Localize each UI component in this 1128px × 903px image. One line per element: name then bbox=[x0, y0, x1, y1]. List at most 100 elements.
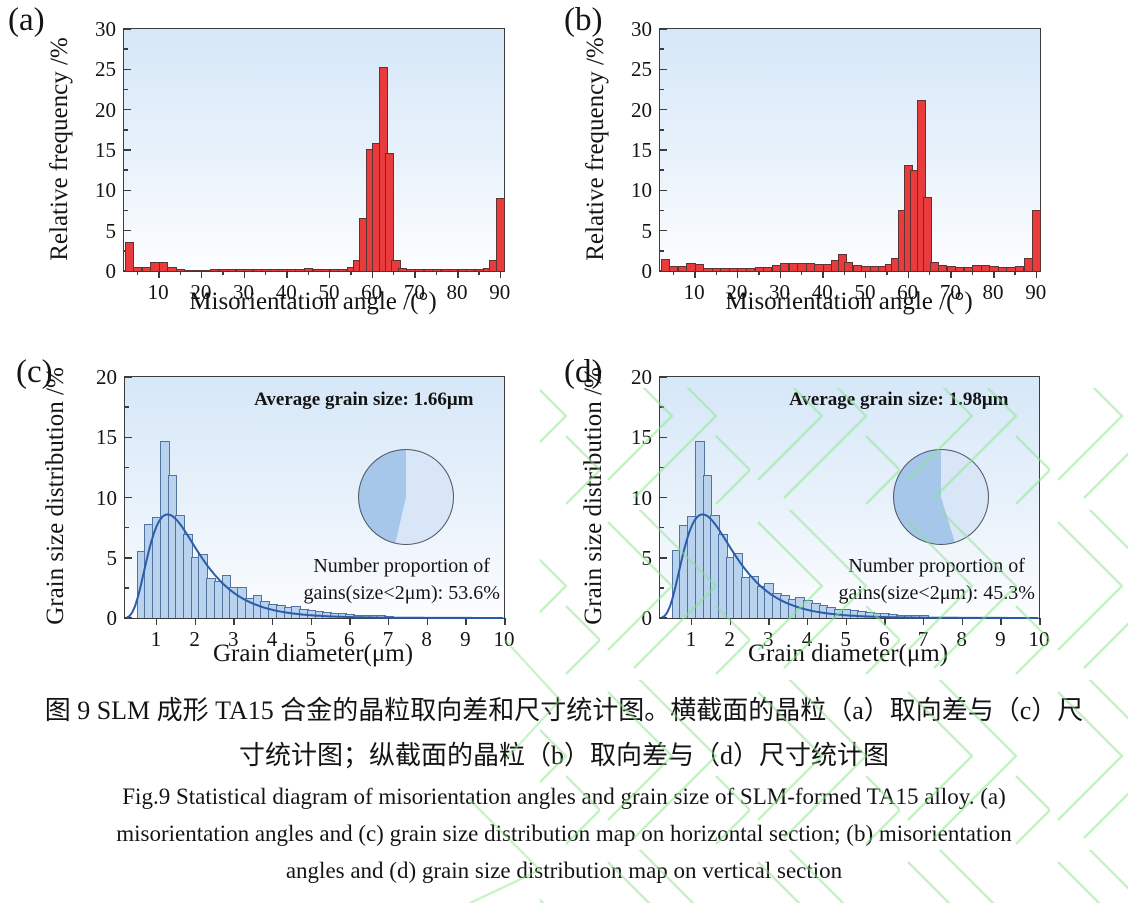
y-minor-tick bbox=[124, 88, 128, 91]
x-tick bbox=[310, 618, 313, 625]
x-tick bbox=[845, 618, 848, 625]
y-minor-tick bbox=[660, 169, 664, 171]
y-tick bbox=[124, 229, 131, 232]
x-minor-tick bbox=[478, 271, 480, 275]
panel-label-d: (d) bbox=[564, 354, 603, 390]
x-minor-tick bbox=[843, 271, 846, 275]
average-grain-size-label: Average grain size: 1.98μm bbox=[789, 389, 1009, 410]
y-tick-label: 0 bbox=[105, 259, 117, 283]
y-tick-label: 5 bbox=[641, 218, 653, 243]
y-tick bbox=[125, 496, 132, 499]
histogram-bar bbox=[1032, 209, 1042, 271]
x-tick-label: 6 bbox=[344, 627, 355, 651]
x-tick bbox=[779, 271, 782, 278]
caption-english-line3: angles and (d) grain size distribution m… bbox=[285, 858, 843, 883]
x-minor-tick bbox=[928, 271, 931, 275]
y-tick bbox=[125, 617, 132, 619]
caption-english-line2: misorientation angles and (c) grain size… bbox=[116, 821, 1012, 846]
y-tick bbox=[124, 28, 131, 30]
x-minor-tick bbox=[264, 271, 267, 275]
x-minor-tick bbox=[392, 271, 395, 275]
x-axis-title: Misorientation angle /(°) bbox=[725, 288, 973, 315]
histogram-bar bbox=[158, 261, 169, 271]
x-tick-label: 70 bbox=[939, 280, 961, 304]
y-tick-label: 5 bbox=[641, 545, 653, 570]
x-tick bbox=[694, 271, 696, 278]
x-tick-label: 90 bbox=[489, 280, 511, 304]
x-tick-label: 1 bbox=[150, 627, 162, 651]
y-minor-tick bbox=[125, 587, 129, 589]
x-tick bbox=[961, 618, 964, 625]
x-minor-tick bbox=[758, 271, 760, 275]
y-tick bbox=[660, 189, 667, 192]
x-tick bbox=[993, 271, 995, 278]
y-tick bbox=[660, 149, 667, 151]
y-tick bbox=[660, 270, 667, 272]
x-tick bbox=[806, 618, 809, 625]
y-tick-label: 20 bbox=[631, 97, 652, 122]
x-tick bbox=[271, 618, 274, 625]
y-tick-label: 5 bbox=[105, 218, 117, 243]
x-tick bbox=[950, 271, 952, 278]
y-tick-label: 15 bbox=[631, 138, 652, 162]
y-tick bbox=[124, 108, 131, 111]
x-tick-label: 10 bbox=[1028, 627, 1050, 651]
y-tick-label: 30 bbox=[631, 17, 652, 41]
y-tick-label: 0 bbox=[641, 606, 653, 630]
y-minor-tick bbox=[125, 466, 129, 469]
x-tick bbox=[1000, 618, 1002, 625]
x-minor-tick bbox=[136, 271, 139, 275]
y-tick bbox=[660, 229, 667, 232]
caption-chinese-line2: 寸统计图；纵截面的晶粒（b）取向差与（d）尺寸统计图 bbox=[238, 741, 889, 770]
x-tick-label: 40 bbox=[811, 280, 833, 304]
y-tick bbox=[660, 68, 667, 71]
x-tick bbox=[387, 618, 390, 625]
caption-english-line1: Fig.9 Statistical diagram of misorientat… bbox=[122, 784, 1006, 809]
x-tick bbox=[465, 618, 467, 625]
x-tick bbox=[504, 618, 506, 625]
y-minor-tick bbox=[660, 129, 664, 131]
number-proportion-label: Number proportion of gains(size<2μm): 53… bbox=[277, 553, 527, 607]
x-tick-label: 60 bbox=[897, 280, 919, 304]
lognormal-fit-curve bbox=[126, 513, 504, 619]
y-tick bbox=[124, 68, 131, 71]
y-tick-label: 10 bbox=[96, 485, 117, 510]
y-minor-tick bbox=[125, 526, 129, 529]
x-tick bbox=[328, 271, 331, 278]
x-minor-tick bbox=[672, 271, 675, 275]
y-tick bbox=[660, 28, 667, 30]
x-tick bbox=[864, 271, 867, 278]
y-minor-tick bbox=[124, 209, 128, 212]
x-axis-title: Grain diameter(μm) bbox=[747, 640, 949, 667]
histogram-bar bbox=[391, 259, 401, 271]
x-tick-label: 9 bbox=[460, 627, 471, 651]
x-tick-label: 1 bbox=[685, 627, 697, 651]
y-tick-label: 30 bbox=[95, 17, 116, 41]
y-tick-label: 10 bbox=[631, 485, 652, 510]
panel-c: (c) Grain size distribution /% Average g… bbox=[0, 340, 564, 680]
y-tick-label: 0 bbox=[106, 606, 118, 630]
x-tick-label: 80 bbox=[982, 280, 1004, 304]
x-tick-label: 20 bbox=[190, 280, 212, 304]
x-tick-label: 20 bbox=[726, 280, 748, 304]
y-minor-tick bbox=[660, 250, 664, 252]
x-tick bbox=[158, 271, 160, 278]
x-tick bbox=[286, 271, 288, 278]
x-tick-label: 2 bbox=[189, 627, 200, 651]
x-axis-title: Misorientation angle /(°) bbox=[189, 288, 437, 315]
x-minor-tick bbox=[800, 271, 803, 275]
y-minor-tick bbox=[124, 129, 128, 131]
histogram-bar bbox=[923, 196, 933, 271]
x-tick bbox=[457, 271, 459, 278]
x-tick bbox=[233, 618, 235, 625]
plot-area-b: 10 20 30 40 50 60 70 80 90 0 5 10 15 20 25 30 bbox=[631, 17, 1046, 304]
x-tick-label: 40 bbox=[275, 280, 297, 304]
y-tick bbox=[124, 270, 131, 272]
proportion-line1: Number proportion of bbox=[313, 555, 490, 577]
y-tick bbox=[125, 436, 132, 438]
x-tick bbox=[1035, 271, 1038, 278]
x-tick-label: 80 bbox=[446, 280, 468, 304]
x-tick-label: 70 bbox=[403, 280, 425, 304]
y-tick-label: 10 bbox=[631, 178, 652, 203]
x-tick bbox=[200, 271, 203, 278]
